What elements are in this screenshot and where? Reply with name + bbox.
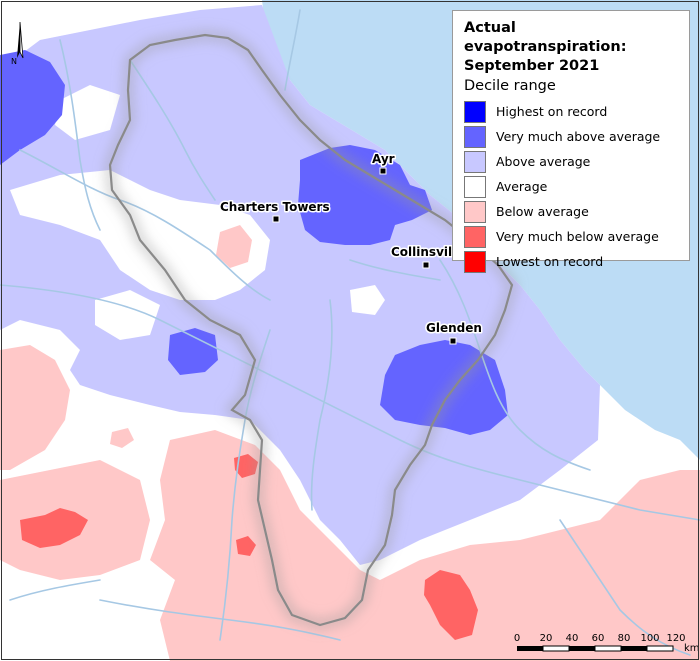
scale-bar: 0 20 40 60 80 100 120 km [514, 633, 700, 654]
legend-swatch [464, 125, 486, 148]
legend-item: Above average [464, 149, 679, 174]
legend-subtitle: Decile range [464, 78, 556, 94]
legend: Actual evapotranspiration: September 202… [452, 10, 690, 273]
town-marker [422, 261, 430, 269]
scale-tick: 40 [566, 633, 579, 644]
legend-item-label: Below average [496, 204, 589, 219]
very-much-below-average-region [236, 536, 256, 556]
north-arrow-icon: N [11, 21, 24, 66]
legend-item: Highest on record [464, 99, 679, 124]
legend-swatch [464, 100, 486, 123]
below-average-region [0, 345, 70, 470]
legend-item: Very much above average [464, 124, 679, 149]
town-marker [379, 167, 387, 175]
town-label: Glenden [426, 321, 482, 335]
town-charters-towers: Charters Towers [219, 199, 331, 223]
legend-item-label: Very much below average [496, 229, 659, 244]
scale-tick: 120 [666, 633, 685, 644]
legend-item-label: Very much above average [496, 129, 661, 144]
legend-swatch [464, 250, 486, 273]
town-label: Charters Towers [220, 200, 330, 214]
scale-tick: 0 [514, 633, 520, 644]
very-much-above-average-region [168, 328, 218, 375]
legend-swatch [464, 150, 486, 173]
legend-swatch [464, 225, 486, 248]
town-label: Collinsvil [391, 245, 452, 259]
legend-items: Highest on record Very much above average… [464, 99, 679, 274]
legend-item-label: Average [496, 179, 548, 194]
legend-item: Average [464, 174, 679, 199]
town-collinsville: Collinsvil [390, 244, 454, 269]
very-much-below-average-region [424, 570, 478, 640]
town-glenden: Glenden [425, 320, 483, 345]
legend-item-label: Highest on record [496, 104, 608, 119]
north-arrow-label: N [11, 57, 17, 66]
very-much-above-average-region [298, 145, 432, 245]
below-average-region [110, 428, 134, 448]
legend-swatch [464, 200, 486, 223]
scale-tick: 100 [640, 633, 659, 644]
below-average-region [216, 225, 252, 268]
town-marker [449, 337, 457, 345]
scale-tick: 80 [618, 633, 631, 644]
town-label: Ayr [372, 152, 395, 166]
scale-tick: 20 [540, 633, 553, 644]
town-marker [272, 215, 280, 223]
legend-item: Very much below average [464, 224, 679, 249]
legend-title-date: September 2021 [464, 58, 600, 74]
scale-unit: km [684, 643, 700, 654]
legend-swatch [464, 175, 486, 198]
legend-item: Lowest on record [464, 249, 679, 274]
legend-item: Below average [464, 199, 679, 224]
very-much-below-average-region [234, 454, 258, 478]
town-ayr: Ayr [371, 151, 396, 175]
legend-title: Actual evapotranspiration: [464, 20, 627, 55]
catchment-boundary [104, 29, 518, 631]
legend-item-label: Above average [496, 154, 591, 169]
scale-tick: 60 [592, 633, 605, 644]
very-much-below-average-region [20, 508, 88, 548]
legend-item-label: Lowest on record [496, 254, 604, 269]
very-much-above-average-region [0, 50, 65, 165]
average-region [350, 285, 385, 315]
